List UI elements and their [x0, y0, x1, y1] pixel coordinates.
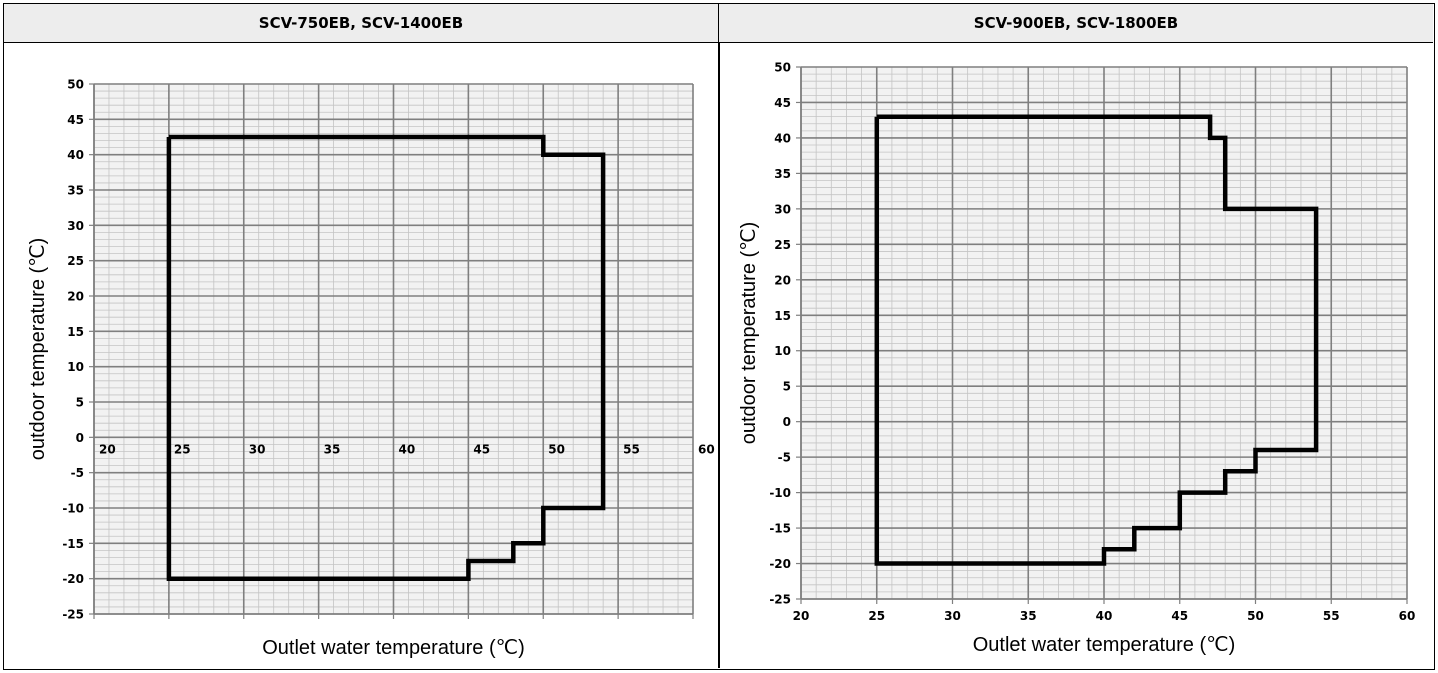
x-tick-label: 50	[548, 442, 565, 456]
x-tick-label: 30	[249, 442, 266, 456]
y-tick-label: 20	[774, 273, 791, 287]
chart-title-left: SCV-750EB, SCV-1400EB	[4, 4, 718, 43]
y-tick-label: 10	[67, 360, 84, 374]
x-tick-label: 30	[944, 609, 961, 623]
y-tick-label: 10	[774, 344, 791, 358]
x-tick-label: 25	[868, 609, 885, 623]
x-tick-label: 55	[623, 442, 640, 456]
y-tick-label: 45	[67, 113, 84, 127]
y-tick-label: -15	[62, 537, 84, 551]
x-axis-title: Outlet water temperature (℃)	[973, 634, 1236, 656]
x-tick-label: 60	[698, 442, 715, 456]
chart-panel-right: 50 45 40 35 30 25 20 15 10 5 0 -5 -10 -15 -20 -25 20 25 30…	[719, 44, 1433, 666]
chart-title-right: SCV-900EB, SCV-1800EB	[719, 4, 1433, 43]
y-tick-label: 30	[774, 202, 791, 216]
y-tick-label: 40	[67, 148, 84, 162]
y-tick-label: 50	[67, 78, 84, 92]
x-tick-label: 50	[1247, 609, 1264, 623]
x-tick-label: 35	[324, 442, 341, 456]
x-tick-label: 40	[1096, 609, 1113, 623]
x-tick-label: 35	[1020, 609, 1037, 623]
y-tick-label: 45	[774, 96, 791, 110]
y-tick-label: 35	[774, 167, 791, 181]
y-tick-label: -5	[778, 451, 791, 465]
y-tick-label: -20	[769, 557, 791, 571]
y-axis-title: outdoor temperature (℃)	[738, 222, 760, 445]
x-tick-label: 25	[174, 442, 191, 456]
y-tick-label: -10	[62, 502, 84, 516]
y-tick-label: -20	[62, 572, 84, 586]
panel-divider	[718, 4, 720, 668]
y-tick-label: 5	[76, 396, 84, 410]
y-tick-label: -25	[62, 608, 84, 622]
y-tick-label: 5	[783, 380, 791, 394]
operating-envelope-line	[166, 134, 606, 581]
y-tick-label: -15	[769, 522, 791, 536]
y-tick-label: 25	[67, 254, 84, 268]
major-grid	[800, 66, 1408, 600]
x-tick-label: 45	[473, 442, 490, 456]
y-tick-label: 50	[774, 61, 791, 75]
operating-envelope-line	[874, 114, 1319, 566]
x-tick-label: 40	[399, 442, 416, 456]
x-tick-label: 20	[793, 609, 810, 623]
y-tick-label: 40	[774, 131, 791, 145]
y-tick-label: 30	[67, 219, 84, 233]
y-tick-label: 20	[67, 290, 84, 304]
x-axis-title: Outlet water temperature (℃)	[262, 637, 525, 659]
y-tick-label: 25	[774, 238, 791, 252]
x-tick-label: 60	[1399, 609, 1416, 623]
x-tick-label: 20	[99, 442, 116, 456]
y-tick-label: -25	[769, 593, 791, 607]
y-tick-label: 35	[67, 184, 84, 198]
chart-panel-left: 50 45 40 35 30 25 20 15 10 5 0 -5 -10 -15 -20 -25 20 25 30…	[4, 44, 718, 666]
y-tick-label: 0	[76, 431, 84, 445]
y-tick-label: 15	[67, 325, 84, 339]
y-tick-label: -5	[71, 466, 84, 480]
x-tick-label: 45	[1171, 609, 1188, 623]
x-tick-label: 55	[1323, 609, 1340, 623]
y-tick-label: 0	[783, 415, 791, 429]
y-tick-label: -10	[769, 486, 791, 500]
chart-sheet: SCV-750EB, SCV-1400EB SCV-900EB, SCV-180…	[3, 3, 1435, 670]
y-tick-label: 15	[774, 309, 791, 323]
y-axis-title: outdoor temperature (℃)	[27, 238, 49, 461]
